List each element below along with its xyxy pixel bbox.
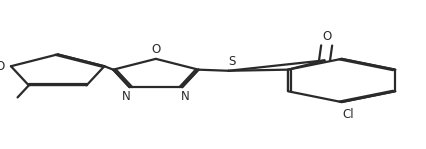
Text: O: O [151, 43, 160, 56]
Text: N: N [181, 90, 190, 103]
Text: S: S [227, 55, 235, 68]
Text: Cl: Cl [341, 108, 353, 121]
Text: O: O [321, 30, 331, 43]
Text: O: O [0, 60, 5, 73]
Text: N: N [121, 90, 130, 103]
